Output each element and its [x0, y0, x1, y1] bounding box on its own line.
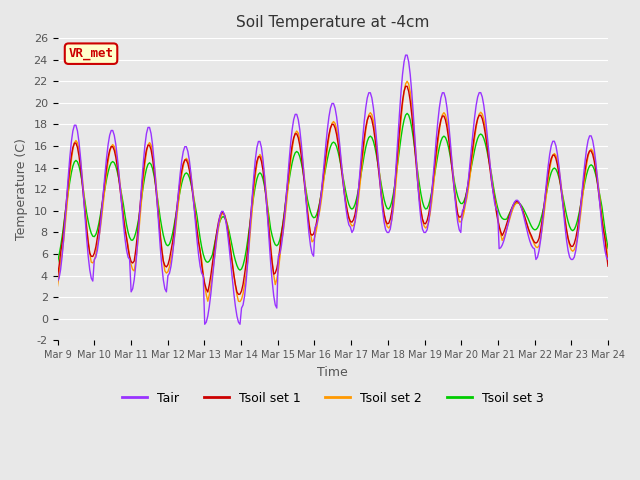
- X-axis label: Time: Time: [317, 366, 348, 379]
- Y-axis label: Temperature (C): Temperature (C): [15, 138, 28, 240]
- Text: VR_met: VR_met: [68, 47, 113, 60]
- Legend: Tair, Tsoil set 1, Tsoil set 2, Tsoil set 3: Tair, Tsoil set 1, Tsoil set 2, Tsoil se…: [116, 387, 549, 410]
- Title: Soil Temperature at -4cm: Soil Temperature at -4cm: [236, 15, 429, 30]
